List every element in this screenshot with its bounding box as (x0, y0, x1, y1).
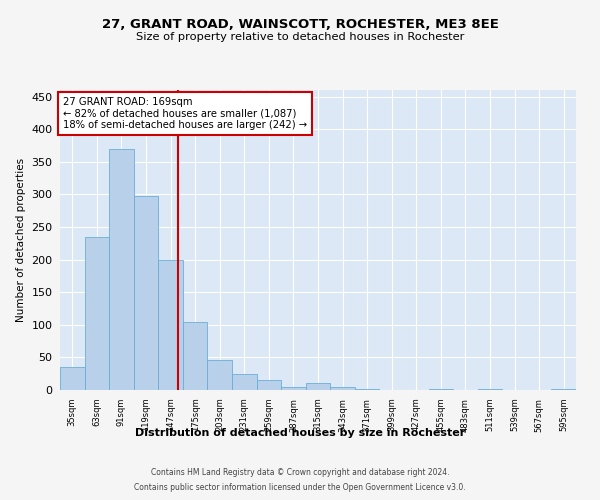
Bar (134, 196, 158, 390)
Bar (232, 374, 257, 390)
Bar (330, 386, 355, 390)
Bar (281, 386, 306, 390)
Bar (208, 360, 232, 390)
Text: 27 GRANT ROAD: 169sqm
← 82% of detached houses are smaller (1,087)
18% of semi-d: 27 GRANT ROAD: 169sqm ← 82% of detached … (62, 96, 307, 130)
Bar (183, 322, 208, 390)
Bar (158, 260, 183, 390)
Text: Size of property relative to detached houses in Rochester: Size of property relative to detached ho… (136, 32, 464, 42)
Bar (109, 148, 134, 390)
Text: Distribution of detached houses by size in Rochester: Distribution of detached houses by size … (135, 428, 465, 438)
Text: 27, GRANT ROAD, WAINSCOTT, ROCHESTER, ME3 8EE: 27, GRANT ROAD, WAINSCOTT, ROCHESTER, ME… (101, 18, 499, 30)
Bar (85, 236, 109, 390)
Bar (60, 367, 85, 390)
Bar (306, 384, 330, 390)
Y-axis label: Number of detached properties: Number of detached properties (16, 158, 26, 322)
Text: Contains HM Land Registry data © Crown copyright and database right 2024.: Contains HM Land Registry data © Crown c… (151, 468, 449, 477)
Text: Contains public sector information licensed under the Open Government Licence v3: Contains public sector information licen… (134, 483, 466, 492)
Bar (257, 380, 281, 390)
